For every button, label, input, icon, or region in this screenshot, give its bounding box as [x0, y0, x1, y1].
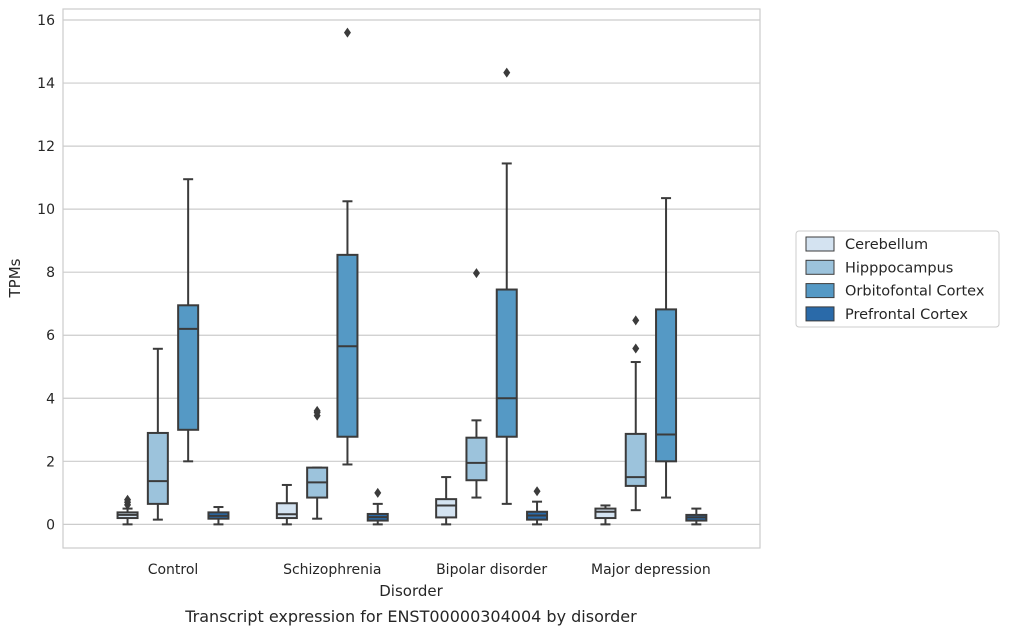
y-tick-label: 2	[46, 454, 55, 470]
y-axis-label: TPMs	[6, 258, 24, 298]
y-tick-labels: 0 2 4 6 8 10 12 14 16	[37, 13, 55, 533]
outlier-point	[632, 315, 640, 326]
y-tick-label: 14	[37, 76, 55, 92]
box-iqr	[495, 288, 518, 438]
legend-swatch	[805, 259, 835, 275]
box-iqr	[465, 436, 488, 482]
legend-swatch	[805, 306, 835, 322]
series-prefrontal-cortex	[207, 486, 708, 526]
x-tick-label: Schizophrenia	[283, 562, 381, 578]
box-iqr	[275, 502, 298, 520]
x-tick-label: Major depression	[591, 562, 711, 578]
legend-frame	[795, 230, 1000, 328]
chart-caption: Transcript expression for ENST0000030400…	[184, 607, 637, 626]
legend-label: Prefrontal Cortex	[845, 307, 968, 323]
outlier-point	[503, 67, 511, 78]
box-iqr	[594, 507, 617, 520]
y-tick-label: 16	[37, 13, 55, 29]
legend-item: Cerebellum	[805, 236, 928, 253]
box-iqr	[655, 308, 678, 463]
series-orbitofontal-cortex	[177, 67, 678, 505]
series-hipppocampus	[146, 268, 647, 521]
x-tick-label: Control	[148, 562, 199, 578]
legend-item: Hipppocampus	[805, 259, 953, 276]
legend-label: Orbitofontal Cortex	[845, 284, 985, 300]
outlier-point	[343, 27, 351, 38]
outlier-point	[313, 405, 321, 416]
outlier-point	[632, 343, 640, 354]
legend-item: Orbitofontal Cortex	[805, 283, 985, 300]
outlier-point	[472, 268, 480, 279]
plot-area-frame	[62, 8, 761, 549]
y-tick-label: 4	[46, 391, 55, 407]
x-axis-label: Disorder	[379, 582, 443, 600]
y-tick-label: 10	[37, 202, 55, 218]
legend-swatch	[805, 283, 835, 299]
series-cerebellum	[116, 476, 617, 526]
legend: Cerebellum Hipppocampus Orbitofontal Corte…	[795, 230, 1000, 328]
y-tick-label: 6	[46, 328, 55, 344]
outlier-point	[533, 486, 541, 497]
box-series	[116, 27, 708, 526]
legend-item: Prefrontal Cortex	[805, 306, 968, 323]
box-iqr	[177, 304, 200, 431]
y-tick-label: 8	[46, 265, 55, 281]
legend-label: Hipppocampus	[845, 260, 953, 276]
outlier-point	[374, 487, 382, 498]
x-tick-label: Bipolar disorder	[436, 562, 547, 578]
legend-swatch	[805, 236, 835, 252]
y-tick-label: 0	[46, 517, 55, 533]
box-iqr	[146, 431, 169, 505]
outlier-point	[124, 494, 132, 505]
legend-label: Cerebellum	[845, 237, 928, 253]
y-tick-label: 12	[37, 139, 55, 155]
x-tick-labels: Control Schizophrenia Bipolar disorder Majo…	[148, 562, 711, 578]
box-iqr	[435, 498, 458, 519]
box-iqr	[624, 432, 647, 487]
